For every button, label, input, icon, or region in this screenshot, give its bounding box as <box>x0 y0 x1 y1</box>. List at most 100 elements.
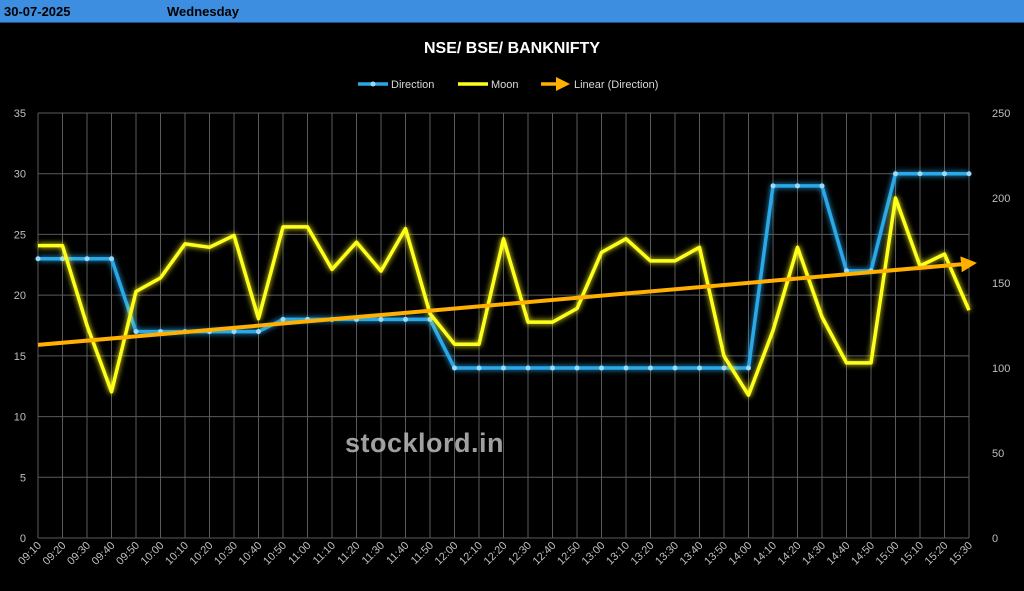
x-tick-label: 14:00 <box>727 540 755 568</box>
data-point <box>966 171 972 177</box>
y-axis-left: 0 5 10 15 20 25 30 35 <box>14 108 26 545</box>
y-right-tick-label: 150 <box>992 278 1010 290</box>
data-point <box>623 365 629 371</box>
x-tick-label: 15:00 <box>874 540 902 568</box>
data-point <box>795 183 800 189</box>
x-tick-label: 11:10 <box>311 540 338 567</box>
data-point <box>109 256 114 262</box>
x-tick-label: 10:00 <box>139 540 167 568</box>
legend-label: Linear (Direction) <box>574 79 658 91</box>
data-point <box>599 365 604 371</box>
x-tick-label: 12:40 <box>531 540 559 568</box>
data-point <box>60 256 65 262</box>
x-tick-label: 10:20 <box>188 540 216 568</box>
data-point <box>844 268 849 274</box>
x-tick-label: 13:10 <box>604 540 632 568</box>
x-tick-label: 14:40 <box>825 540 853 568</box>
y-left-tick-label: 30 <box>14 169 26 181</box>
data-point <box>721 365 727 371</box>
x-tick-label: 09:50 <box>114 540 142 568</box>
y-left-tick-label: 10 <box>14 412 26 424</box>
date-label: 30-07-2025 <box>4 4 71 19</box>
x-axis: 09:1009:2009:3009:4009:5010:0010:1010:20… <box>16 540 975 568</box>
header-bar: 30-07-2025 Wednesday <box>0 0 1024 23</box>
x-tick-label: 09:20 <box>41 540 69 568</box>
x-tick-label: 09:40 <box>90 540 118 568</box>
legend-label: Direction <box>391 79 434 91</box>
x-tick-label: 12:00 <box>433 540 461 568</box>
x-tick-label: 13:00 <box>580 540 608 568</box>
data-point <box>819 183 825 189</box>
y-left-tick-label: 15 <box>14 351 26 363</box>
watermark-text: stocklord.in <box>345 428 505 458</box>
x-tick-label: 13:40 <box>678 540 706 568</box>
legend-item: Moon <box>458 79 519 91</box>
x-tick-label: 09:30 <box>65 540 93 568</box>
data-point <box>84 256 90 262</box>
x-tick-label: 12:30 <box>506 540 534 568</box>
line-chart: NSE/ BSE/ BANKNIFTY Direction Moon Linear … <box>14 40 1011 568</box>
data-point <box>476 365 482 371</box>
y-axis-right: 0 50 100 150 200 250 <box>992 108 1010 545</box>
data-point <box>893 171 898 177</box>
trendline <box>37 256 977 347</box>
data-point <box>427 316 433 322</box>
data-point <box>403 316 408 322</box>
x-tick-label: 14:20 <box>776 540 804 568</box>
legend: Direction Moon Linear (Direction) <box>358 77 658 91</box>
x-tick-label: 13:50 <box>702 540 730 568</box>
x-tick-label: 11:00 <box>286 540 313 567</box>
x-tick-label: 13:30 <box>653 540 681 568</box>
data-point <box>770 183 776 189</box>
data-point <box>746 365 751 371</box>
legend-marker <box>370 81 376 87</box>
x-tick-label: 10:40 <box>237 540 265 568</box>
data-point <box>452 365 457 371</box>
chart-area: NSE/ BSE/ BANKNIFTY Direction Moon Linear … <box>0 23 1024 591</box>
data-point <box>550 365 555 371</box>
data-point <box>378 316 384 322</box>
x-tick-label: 15:30 <box>947 540 975 568</box>
x-tick-label: 14:10 <box>751 540 779 568</box>
y-right-tick-label: 250 <box>992 108 1010 120</box>
legend-item: Direction <box>358 79 434 91</box>
data-point <box>697 365 702 371</box>
data-point <box>35 256 41 262</box>
x-tick-label: 13:20 <box>629 540 657 568</box>
data-point <box>525 365 531 371</box>
y-left-tick-label: 0 <box>20 533 26 545</box>
data-point <box>501 365 506 371</box>
y-left-tick-label: 5 <box>20 472 26 484</box>
series-line-moon <box>38 196 971 397</box>
chart-title: NSE/ BSE/ BANKNIFTY <box>424 40 600 57</box>
x-tick-label: 12:50 <box>555 540 583 568</box>
y-right-tick-label: 100 <box>992 363 1010 375</box>
x-tick-label: 10:50 <box>261 540 289 568</box>
data-point <box>942 171 947 177</box>
data-point <box>133 329 139 335</box>
gridlines <box>37 112 970 539</box>
legend-item: Linear (Direction) <box>541 77 658 91</box>
day-label: Wednesday <box>167 4 240 19</box>
x-tick-label: 11:20 <box>335 540 362 567</box>
data-point <box>231 329 237 335</box>
legend-label: Moon <box>491 79 519 91</box>
data-point <box>280 316 286 322</box>
y-left-tick-label: 25 <box>14 229 26 241</box>
x-tick-label: 11:40 <box>384 540 411 567</box>
x-tick-label: 14:50 <box>849 540 877 568</box>
x-tick-label: 15:20 <box>923 540 951 568</box>
x-tick-label: 10:10 <box>163 540 191 568</box>
series-group <box>35 171 977 397</box>
data-point <box>648 365 653 371</box>
y-right-tick-label: 0 <box>992 533 998 545</box>
y-right-tick-label: 50 <box>992 448 1004 460</box>
y-left-tick-label: 35 <box>14 108 26 120</box>
x-tick-label: 11:30 <box>360 540 387 567</box>
data-point <box>672 365 678 371</box>
y-right-tick-label: 200 <box>992 193 1010 205</box>
x-tick-label: 14:30 <box>800 540 828 568</box>
x-tick-label: 10:30 <box>212 540 240 568</box>
x-tick-label: 12:20 <box>482 540 510 568</box>
x-tick-label: 11:50 <box>409 540 436 567</box>
